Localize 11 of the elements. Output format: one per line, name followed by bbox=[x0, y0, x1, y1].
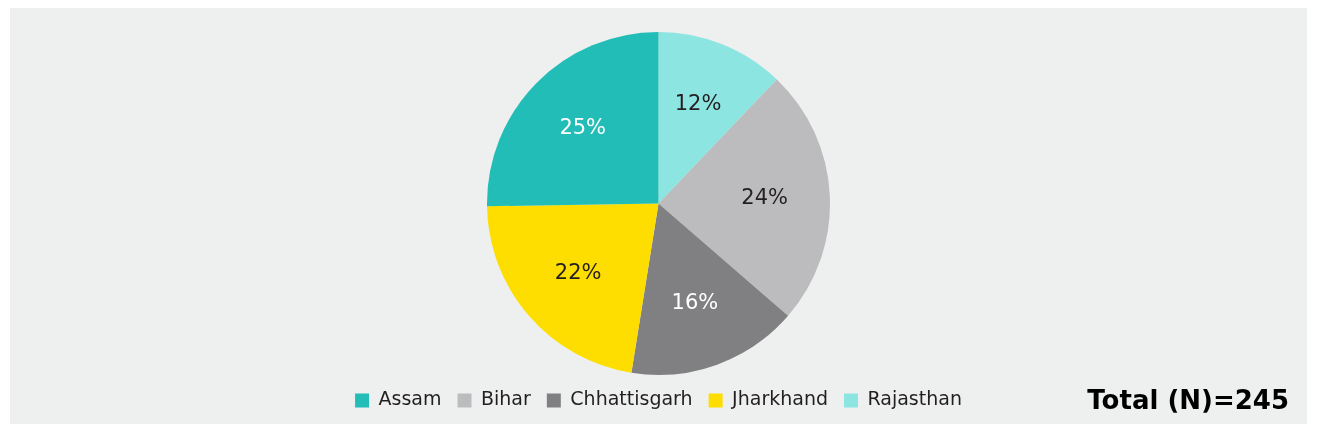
legend-label: Jharkhand bbox=[731, 387, 829, 410]
legend-label: Assam bbox=[378, 387, 442, 410]
legend-label: Chhattisgarh bbox=[570, 387, 693, 410]
text: Total (N)=245 bbox=[1087, 384, 1289, 415]
legend-label: Rajasthan bbox=[867, 387, 962, 410]
data-label: 25% bbox=[559, 115, 607, 140]
data-label: 22% bbox=[554, 259, 602, 284]
data-label: 16% bbox=[671, 289, 719, 314]
data-label: 24% bbox=[741, 184, 789, 209]
data-label: 12% bbox=[674, 91, 722, 116]
legend-label: Bihar bbox=[481, 387, 532, 410]
